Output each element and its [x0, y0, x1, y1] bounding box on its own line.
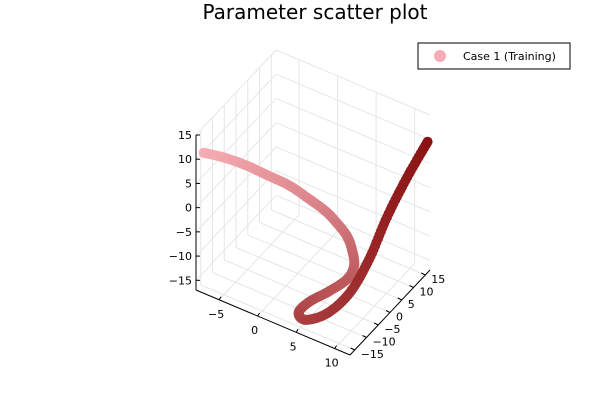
- z-tick-label: 10: [178, 153, 192, 166]
- y-tick-mark: [385, 310, 391, 313]
- x-tick-label: 5: [290, 340, 297, 353]
- grid-panels: [195, 49, 431, 351]
- y-tick-mark: [362, 335, 367, 338]
- z-tick-label: 5: [185, 177, 192, 190]
- grid-line: [195, 98, 277, 184]
- z-tick-label: −10: [169, 250, 192, 263]
- grid-line: [275, 73, 431, 140]
- z-tick-label: 15: [178, 129, 192, 142]
- grid-line: [212, 272, 367, 338]
- left-wall-grid: [195, 49, 277, 285]
- grid-line: [275, 97, 431, 164]
- x-tick-label: 0: [251, 324, 258, 337]
- grid-line: [224, 259, 379, 326]
- x-tick-mark: [257, 312, 261, 317]
- grid-line: [259, 222, 414, 288]
- grid-line: [195, 170, 277, 257]
- y-tick-mark: [350, 347, 355, 351]
- z-tick-label: 0: [185, 202, 192, 215]
- grid-line: [247, 234, 402, 301]
- grid-line: [195, 49, 277, 136]
- chart-title: Parameter scatter plot: [203, 0, 428, 24]
- y-tick-mark: [409, 285, 414, 288]
- x-tick-label: 10: [325, 357, 339, 370]
- y-tick-label: 5: [408, 298, 415, 311]
- x-tick-mark: [295, 328, 299, 333]
- y-tick-label: −5: [384, 323, 400, 336]
- grid-line: [275, 49, 431, 116]
- y-tick-label: 0: [396, 311, 403, 324]
- grid-line: [275, 170, 431, 237]
- grid-line: [275, 194, 431, 261]
- grid-line: [235, 247, 391, 313]
- x-tick-mark: [334, 345, 338, 349]
- y-tick-mark: [421, 272, 426, 276]
- z-tick-label: −15: [169, 274, 192, 287]
- y-tick-mark: [374, 322, 379, 326]
- back-wall-grid: [275, 49, 431, 264]
- z-tick-label: −5: [176, 226, 192, 239]
- grid-line: [195, 73, 277, 160]
- floor-grid: [200, 209, 426, 351]
- z-axis-ticks: −15 −10 −5 0 5 10 15: [169, 129, 200, 287]
- grid-line: [200, 284, 355, 351]
- y-tick-mark: [397, 297, 402, 301]
- legend-label: Case 1 (Training): [463, 50, 556, 63]
- x-tick-mark: [218, 296, 222, 301]
- x-axis-line: [195, 289, 351, 356]
- x-tick-label: −5: [208, 308, 224, 321]
- y-tick-label: 15: [431, 273, 445, 286]
- data-points: [198, 136, 433, 325]
- legend: Case 1 (Training): [417, 42, 571, 70]
- y-tick-label: −10: [372, 336, 395, 349]
- y-tick-label: 10: [420, 286, 434, 299]
- grid-line: [195, 194, 277, 281]
- grid-line: [195, 146, 277, 233]
- legend-marker: [434, 50, 446, 62]
- data-point: [422, 136, 433, 147]
- y-tick-label: −15: [361, 348, 384, 361]
- x-axis-ticks: −5 0 5 10: [208, 296, 339, 370]
- grid-line: [275, 146, 431, 213]
